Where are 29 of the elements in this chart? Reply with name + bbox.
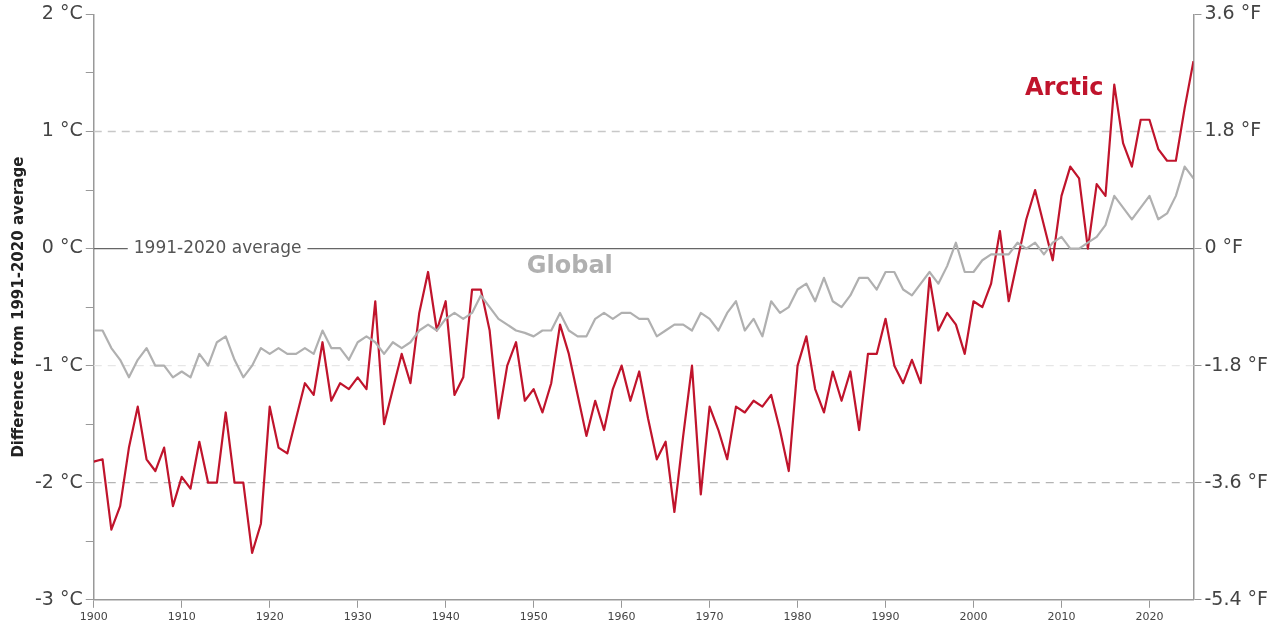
series-label: Arctic (1024, 73, 1104, 102)
y-tick-label: -3 °C (34, 586, 83, 609)
y2-tick-label: 3.6 °F (1204, 1, 1262, 24)
x-tick-label: 2010 (1047, 610, 1076, 624)
y2-tick-label: -3.6 °F (1204, 469, 1269, 492)
x-tick-label: 1920 (255, 610, 284, 624)
y2-tick-label: 1.8 °F (1204, 118, 1262, 141)
y-tick-label: -1 °C (34, 352, 83, 375)
series-label: Global (526, 251, 613, 280)
x-tick-label: 2000 (959, 610, 988, 624)
y-tick-label: 1 °C (41, 118, 83, 141)
y-tick-label: -2 °C (34, 469, 83, 492)
y-tick-label: 0 °C (41, 235, 83, 258)
x-tick-label: 1930 (343, 610, 372, 624)
y-axis-title: Difference from 1991-2020 average (8, 156, 27, 458)
x-tick-label: 1910 (167, 610, 196, 624)
x-tick-label: 1900 (79, 610, 108, 624)
y2-tick-label: -5.4 °F (1204, 586, 1269, 609)
ref-line-label: 1991-2020 average (133, 236, 302, 257)
x-tick-label: 2020 (1135, 610, 1164, 624)
y2-tick-label: -1.8 °F (1204, 352, 1269, 375)
x-tick-label: 1950 (519, 610, 548, 624)
y2-tick-label: 0 °F (1204, 235, 1244, 258)
x-tick-label: 1960 (607, 610, 636, 624)
x-tick-label: 1990 (871, 610, 900, 624)
x-tick-label: 1980 (783, 610, 812, 624)
x-tick-label: 1940 (431, 610, 460, 624)
x-tick-label: 1970 (695, 610, 724, 624)
y-tick-label: 2 °C (41, 1, 83, 24)
